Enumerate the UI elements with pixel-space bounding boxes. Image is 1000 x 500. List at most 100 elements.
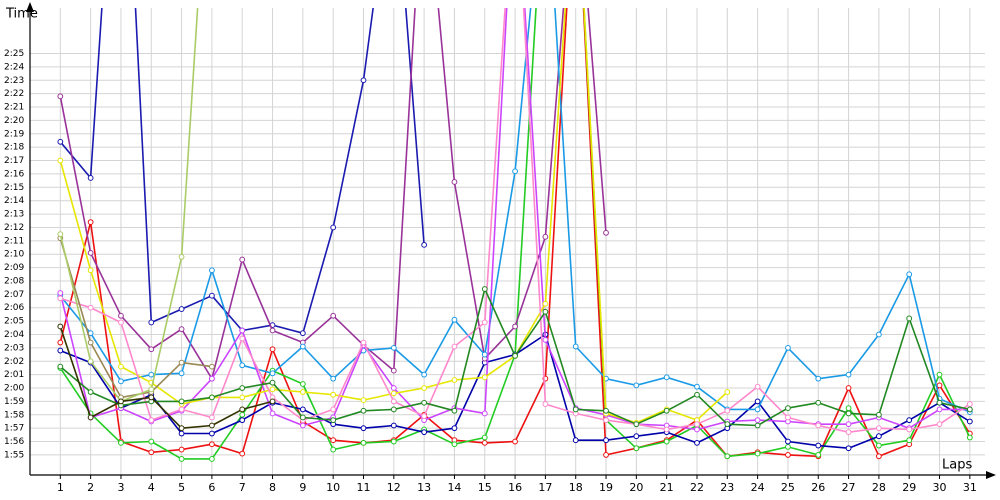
x-tick-label: 21 [660,481,674,494]
data-point [390,390,397,397]
data-point [330,417,337,424]
y-tick-label: 2:18 [4,143,24,153]
data-point [785,405,791,411]
data-point [603,452,609,458]
data-point [148,386,155,393]
y-tick-label: 2:22 [4,89,24,99]
y-tick-label: 2:03 [4,343,24,353]
data-point [694,421,700,428]
data-point [57,157,64,164]
data-point [390,367,397,374]
data-point [87,175,94,181]
data-point [360,77,367,84]
data-point [966,406,973,413]
data-point [845,405,852,411]
x-tick-label: 17 [538,481,552,494]
data-point [936,371,943,378]
data-point [603,417,609,424]
data-point [118,439,124,446]
data-point [451,425,458,432]
data-point [572,406,579,413]
data-point [966,418,973,425]
data-point [87,389,94,395]
data-point [542,308,549,315]
data-point [209,375,215,382]
data-point [299,330,306,337]
data-point [87,414,94,421]
data-point [118,398,124,405]
data-point [966,401,973,407]
data-point [875,411,882,418]
data-point [754,450,761,457]
data-point [785,452,791,458]
data-point [178,253,185,260]
data-point [421,399,428,406]
data-point [239,362,246,369]
x-tick-label: 3 [117,481,124,494]
data-point [239,450,246,457]
data-point [87,249,94,256]
data-point [148,438,155,445]
y-axis-title: Time [5,7,38,22]
data-point [87,339,94,346]
data-point [603,229,609,236]
y-tick-label: 2:16 [4,169,24,179]
data-point [481,319,488,326]
x-tick-label: 16 [508,481,522,494]
data-point [966,434,973,441]
y-tick-label: 2:07 [4,290,24,300]
y-tick-label: 2:14 [4,196,24,206]
data-point [87,267,94,274]
x-tick-label: 31 [963,481,977,494]
ticks: 1:55 1:56 1:57 1:58 1:59 2:00 2:01 2:02 2:03 2:04… [4,49,977,494]
y-tick-label: 2:00 [4,384,24,394]
y-tick-label: 2:13 [4,210,24,220]
y-tick-label: 2:17 [4,156,24,166]
data-point [178,326,185,333]
data-point [57,290,64,296]
data-point [330,391,337,398]
data-point [633,445,640,452]
y-tick-label: 1:59 [4,397,24,407]
data-point [299,389,306,395]
y-tick-label: 1:56 [4,437,24,447]
data-point [906,271,913,278]
data-point [421,371,428,378]
data-point [542,401,549,407]
data-point [148,417,155,424]
x-tick-label: 20 [629,481,643,494]
data-point [148,371,155,378]
data-point [178,306,185,312]
data-point [451,179,458,185]
data-point [209,394,215,401]
data-point [481,351,488,358]
x-tick-label: 5 [178,481,185,494]
y-tick-label: 2:24 [4,62,24,72]
data-point [542,300,549,307]
data-point [906,426,913,433]
data-point [148,346,155,353]
data-point [57,295,64,302]
data-point [633,382,640,389]
data-point [694,391,700,398]
data-point [330,312,337,319]
data-point [542,336,549,343]
data-point [87,358,94,365]
data-point [239,411,246,418]
y-tick-label: 2:04 [4,330,24,340]
data-point [663,407,670,414]
data-point [421,385,428,391]
y-tick-label: 2:12 [4,223,24,233]
data-point [57,323,64,330]
data-point [754,422,761,429]
data-point [481,410,488,417]
data-point [209,430,215,437]
data-point [148,449,155,456]
x-tick-label: 19 [599,481,613,494]
x-tick-label: 24 [751,481,765,494]
data-point [57,138,64,145]
data-point [906,437,913,444]
data-point [209,414,215,421]
data-point [572,343,579,350]
data-point [118,319,124,326]
